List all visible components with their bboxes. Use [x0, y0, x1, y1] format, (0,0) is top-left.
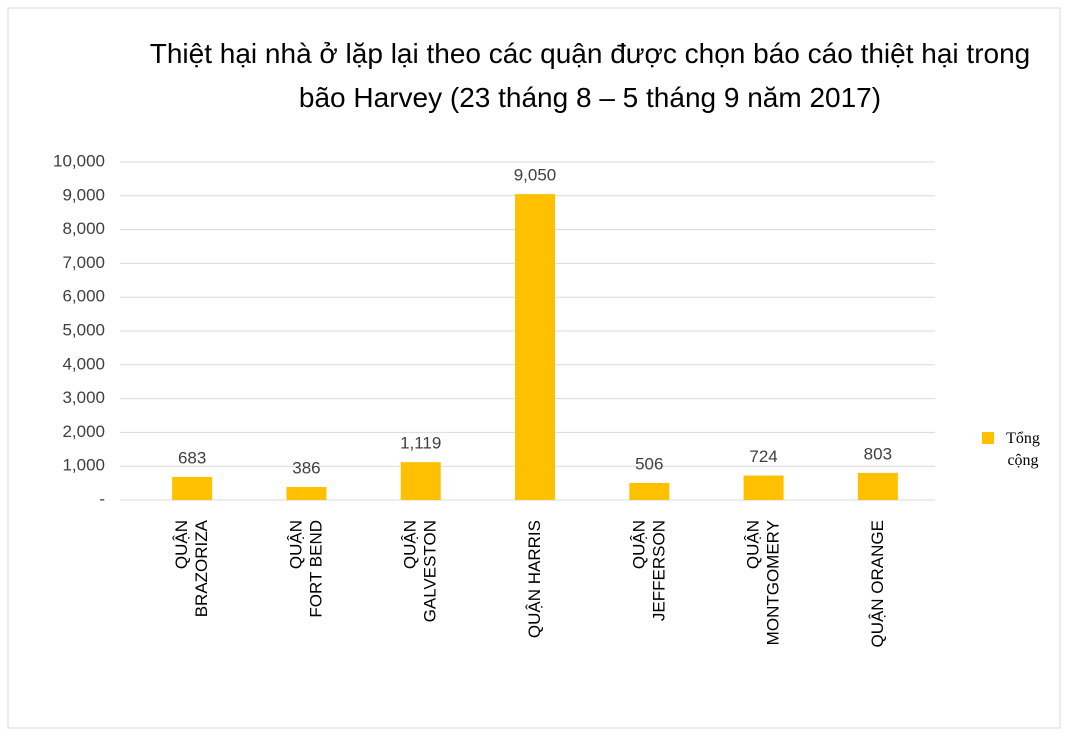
legend-swatch	[982, 432, 994, 444]
bar	[629, 482, 670, 500]
y-tick-label: 5,000	[62, 320, 105, 339]
bar	[172, 476, 213, 500]
data-label: 506	[635, 454, 663, 473]
x-tick-label: QUẬN BRAZORIZA	[172, 520, 212, 618]
x-tick-label: QUẬN GALVESTON	[400, 520, 440, 623]
y-tick-label: 4,000	[62, 354, 105, 373]
bar	[743, 475, 784, 500]
bar	[400, 462, 441, 500]
x-tick-label: QUẬN FORT BEND	[286, 520, 326, 618]
x-tick-label: QUẬN ORANGE	[867, 520, 887, 648]
y-tick-label: 3,000	[62, 388, 105, 407]
y-tick-label: 6,000	[62, 287, 105, 306]
y-tick-label: -	[99, 489, 105, 508]
data-label: 9,050	[514, 166, 557, 185]
x-tick-label: QUẬN HARRIS	[525, 520, 544, 639]
bar	[515, 194, 555, 501]
chart-title: Thiệt hại nhà ở lặp lại theo các quận đư…	[149, 38, 1031, 113]
y-tick-label: 9,000	[62, 185, 105, 204]
data-label: 683	[178, 448, 206, 467]
bar	[857, 472, 898, 500]
y-tick-label: 8,000	[62, 219, 105, 238]
data-label: 724	[749, 447, 777, 466]
data-label: 1,119	[400, 434, 441, 453]
x-tick-label: QUẬN MONTGOMERY	[743, 520, 783, 646]
y-tick-label: 1,000	[62, 456, 105, 475]
x-tick-label: QUẬN JEFFERSON	[629, 520, 669, 622]
data-label: 386	[292, 458, 320, 477]
legend-label: Tổng cộng	[1006, 430, 1040, 469]
y-tick-label: 7,000	[62, 253, 105, 272]
y-tick-label: 2,000	[62, 422, 105, 441]
border	[7, 7, 1061, 729]
data-label: 803	[864, 444, 892, 463]
y-tick-label: 10,000	[53, 151, 105, 170]
bar	[286, 486, 327, 500]
